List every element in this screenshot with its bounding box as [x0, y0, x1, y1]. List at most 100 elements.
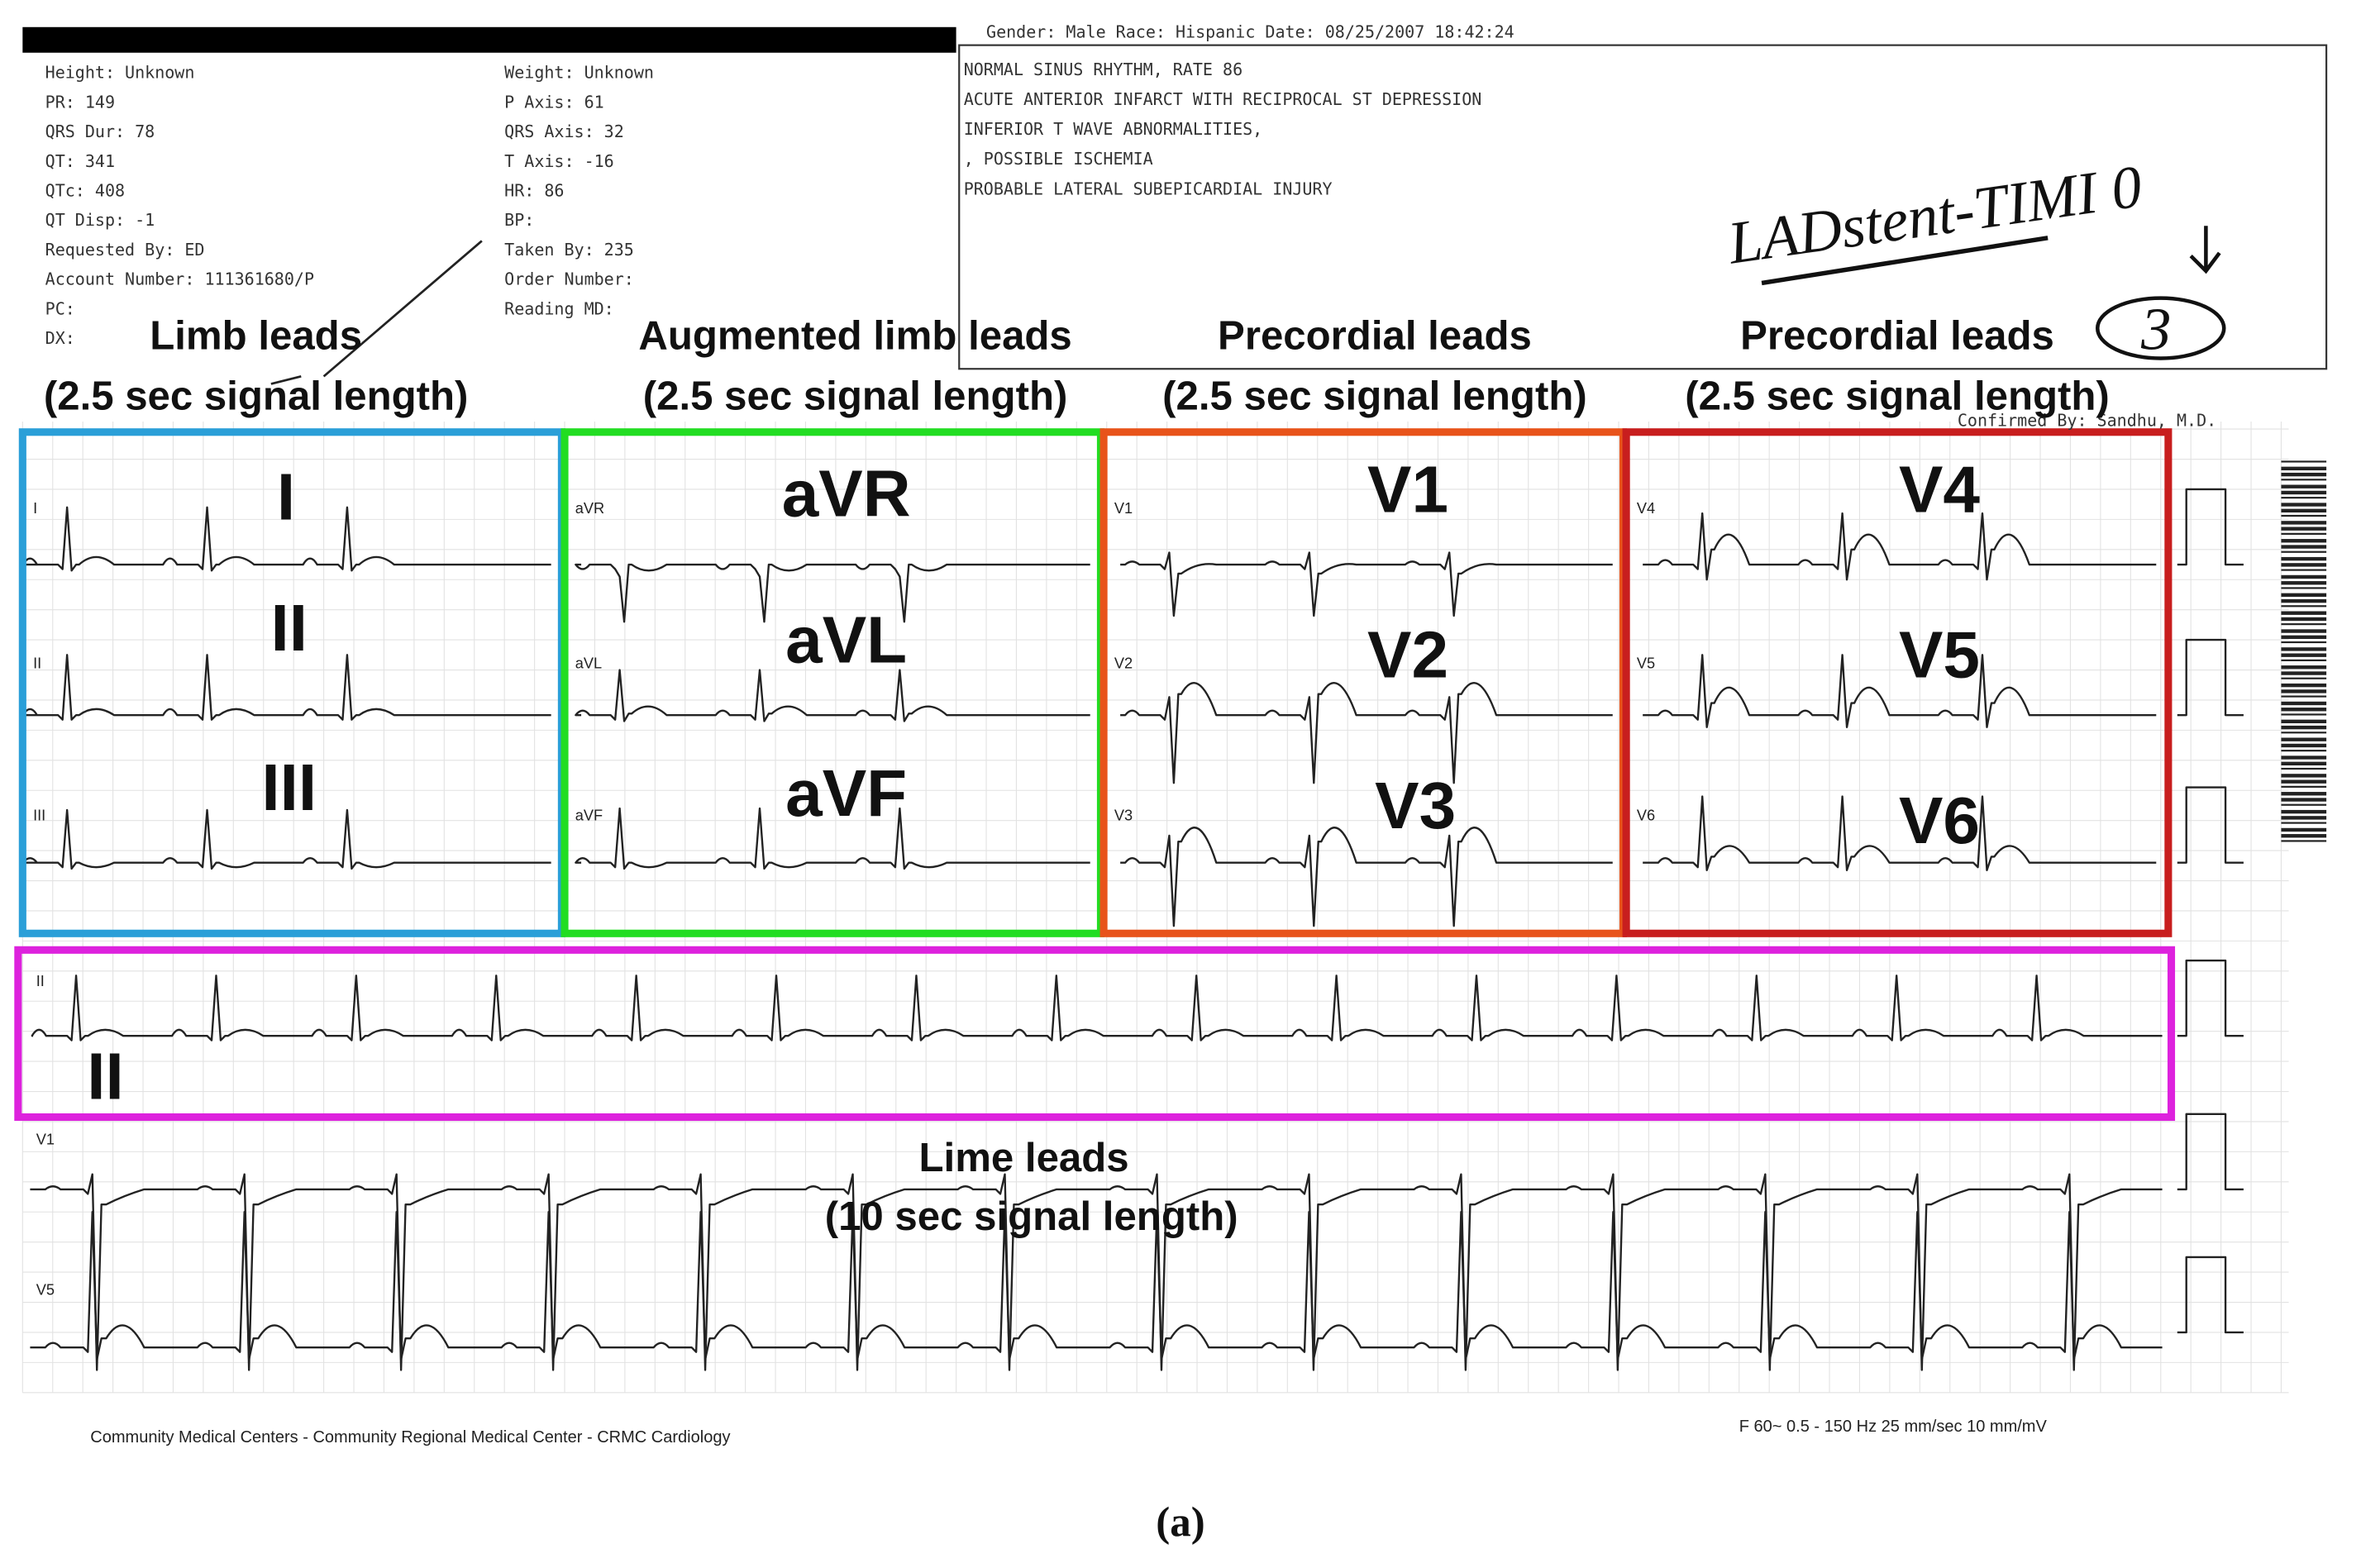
- calibration-pulse: [2177, 638, 2244, 717]
- lead-tag: aVF: [575, 808, 603, 824]
- footer-filter: F 60~ 0.5 - 150 Hz 25 mm/sec 10 mm/mV: [1739, 1418, 2048, 1436]
- measurement: QTc: 408: [45, 181, 125, 201]
- barcode-bar: [2281, 581, 2327, 585]
- lead-tag: V3: [1114, 808, 1133, 824]
- barcode-bar: [2281, 527, 2327, 531]
- calibration-pulse: [2177, 959, 2244, 1037]
- lead-label: V6: [1899, 783, 1980, 857]
- waveforms: [21, 488, 2244, 1371]
- barcode-bar: [2281, 484, 2327, 489]
- ecg-trace: [30, 1173, 2163, 1371]
- lead-tag: V5: [1637, 655, 1655, 672]
- lead-tag: aVL: [575, 655, 602, 672]
- section-subtitle: (2.5 sec signal length): [1685, 373, 2110, 418]
- lead-label: V1: [1367, 451, 1448, 526]
- barcode-bar: [2281, 563, 2327, 567]
- section-title: Precordial leads: [1740, 313, 2054, 359]
- barcode-bar: [2281, 761, 2327, 766]
- barcode-bar: [2281, 816, 2327, 820]
- ecg-trace: [31, 975, 2163, 1041]
- calibration-pulse: [2177, 1113, 2244, 1191]
- barcode-bar: [2281, 774, 2327, 778]
- barcode: [2281, 460, 2327, 842]
- measurement: P Axis: 61: [504, 92, 604, 112]
- measurement: Order Number:: [504, 269, 634, 289]
- barcode-bar: [2281, 611, 2327, 615]
- demographics: Gender: Male Race: Hispanic Date: 08/25/…: [986, 22, 1514, 42]
- lead-tag: V1: [36, 1131, 55, 1147]
- lead-tag: II: [33, 655, 41, 672]
- handwriting-underline: [1761, 236, 2049, 286]
- barcode-bar: [2281, 713, 2327, 716]
- measurement: QT Disp: -1: [45, 210, 155, 230]
- section-subtitle: (2.5 sec signal length): [44, 373, 469, 418]
- measurement: BP:: [504, 210, 534, 230]
- barcode-bar: [2281, 653, 2327, 657]
- barcode-bar: [2281, 514, 2327, 517]
- ecg-trace: [21, 506, 551, 572]
- barcode-bar: [2281, 532, 2327, 535]
- barcode-bar: [2281, 556, 2327, 561]
- measurement: QT: 341: [45, 151, 115, 171]
- lead-label: aVL: [785, 602, 907, 676]
- measurement: Account Number: 111361680/P: [45, 269, 314, 289]
- barcode-bar: [2281, 725, 2327, 730]
- long-leads-subtitle: (10 sec signal length): [825, 1194, 1238, 1239]
- barcode-bar: [2281, 695, 2327, 698]
- barcode-bar: [2281, 593, 2327, 598]
- lead-tag: aVR: [575, 500, 604, 517]
- barcode-bar: [2281, 472, 2327, 477]
- rhythm-box: [14, 946, 2176, 1122]
- barcode-bar: [2281, 708, 2327, 712]
- ecg-trace: [30, 1211, 2163, 1361]
- lead-tag: I: [33, 500, 37, 517]
- lead-tag: II: [36, 973, 45, 989]
- barcode-bar: [2281, 598, 2327, 603]
- barcode-bar: [2281, 617, 2327, 622]
- barcode-bar: [2281, 803, 2327, 806]
- lead-label: III: [261, 750, 317, 824]
- measurement: PC:: [45, 298, 75, 318]
- lead-label: I: [277, 459, 295, 533]
- calibration-pulse: [2177, 1256, 2244, 1334]
- figure-caption: (a): [1156, 1499, 1204, 1546]
- lead-label: aVF: [785, 755, 907, 830]
- interpretation-line: NORMAL SINUS RHYTHM, RATE 86: [964, 60, 1243, 79]
- interpretation-line: PROBABLE LATERAL SUBEPICARDIAL INJURY: [964, 179, 1333, 198]
- lead-label: II: [87, 1039, 124, 1113]
- barcode-bar: [2281, 550, 2327, 553]
- barcode-bar: [2281, 701, 2327, 706]
- barcode-bar: [2281, 647, 2327, 651]
- lead-label: II: [270, 590, 308, 665]
- measurement: PR: 149: [45, 92, 115, 112]
- lead-tag: V1: [1114, 500, 1133, 517]
- lead-tag: V6: [1637, 808, 1655, 824]
- barcode-bar: [2281, 834, 2327, 838]
- barcode-bar: [2281, 508, 2327, 513]
- interpretation-line: , POSSIBLE ISCHEMIA: [964, 149, 1153, 169]
- measurement: Weight: Unknown: [504, 63, 654, 83]
- lead-tag: III: [33, 808, 45, 824]
- section-subtitle: (2.5 sec signal length): [643, 373, 1068, 418]
- pen-mark: [270, 240, 483, 385]
- barcode-bar: [2281, 460, 2327, 463]
- ecg-trace: [21, 808, 551, 870]
- ecg-trace: [1643, 795, 2157, 871]
- barcode-bar: [2281, 840, 2327, 842]
- section-subtitle: (2.5 sec signal length): [1162, 373, 1587, 418]
- section-title: Precordial leads: [1218, 313, 1532, 359]
- barcode-bar: [2281, 605, 2327, 608]
- measurement: QRS Axis: 32: [504, 122, 624, 141]
- barcode-bar: [2281, 683, 2327, 688]
- barcode-bar: [2281, 629, 2327, 633]
- barcode-bar: [2281, 785, 2327, 788]
- precordial-box-2: [1622, 428, 2173, 937]
- barcode-bar: [2281, 659, 2327, 661]
- measurement: Requested By: ED: [45, 240, 205, 260]
- barcode-bar: [2281, 822, 2327, 824]
- measurement: HR: 86: [504, 181, 564, 201]
- lead-label: V4: [1899, 451, 1980, 526]
- barcode-bar: [2281, 466, 2327, 471]
